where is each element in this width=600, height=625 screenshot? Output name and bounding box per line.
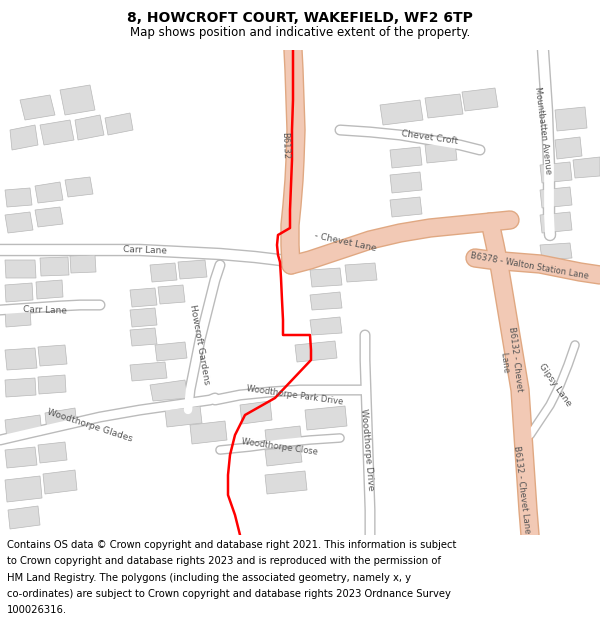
Polygon shape bbox=[165, 406, 202, 427]
Text: Carr Lane: Carr Lane bbox=[23, 305, 67, 315]
Text: Woodthorpe Drive: Woodthorpe Drive bbox=[359, 409, 375, 491]
Polygon shape bbox=[130, 362, 167, 381]
Text: co-ordinates) are subject to Crown copyright and database rights 2023 Ordnance S: co-ordinates) are subject to Crown copyr… bbox=[7, 589, 451, 599]
Polygon shape bbox=[345, 263, 377, 282]
Polygon shape bbox=[5, 212, 33, 233]
Text: B6132 - Chevet
 Lane: B6132 - Chevet Lane bbox=[496, 326, 524, 394]
Polygon shape bbox=[150, 263, 177, 282]
Polygon shape bbox=[38, 442, 67, 463]
Polygon shape bbox=[35, 182, 63, 203]
Text: Map shows position and indicative extent of the property.: Map shows position and indicative extent… bbox=[130, 26, 470, 39]
Text: Contains OS data © Crown copyright and database right 2021. This information is : Contains OS data © Crown copyright and d… bbox=[7, 540, 457, 550]
Polygon shape bbox=[5, 188, 32, 207]
Text: Gipsy Lane: Gipsy Lane bbox=[537, 362, 573, 408]
Text: B6132: B6132 bbox=[280, 131, 290, 159]
Polygon shape bbox=[540, 187, 572, 208]
Polygon shape bbox=[540, 243, 572, 260]
Text: Chevet Croft: Chevet Croft bbox=[401, 129, 459, 146]
Text: Woodthorpe Glades: Woodthorpe Glades bbox=[46, 407, 134, 443]
Text: B6378 - Walton Station Lane: B6378 - Walton Station Lane bbox=[470, 251, 590, 281]
Polygon shape bbox=[573, 157, 600, 178]
Polygon shape bbox=[380, 100, 423, 125]
Text: B6132 - Chevet Lane: B6132 - Chevet Lane bbox=[512, 446, 532, 534]
Polygon shape bbox=[38, 375, 66, 394]
Polygon shape bbox=[462, 88, 498, 111]
Text: Woodthorpe Close: Woodthorpe Close bbox=[241, 438, 319, 457]
Polygon shape bbox=[540, 162, 572, 183]
Polygon shape bbox=[265, 471, 307, 494]
Polygon shape bbox=[555, 137, 582, 159]
Text: Carr Lane: Carr Lane bbox=[123, 245, 167, 255]
Polygon shape bbox=[130, 308, 157, 327]
Polygon shape bbox=[310, 317, 342, 335]
Polygon shape bbox=[425, 94, 463, 118]
Polygon shape bbox=[5, 308, 31, 327]
Polygon shape bbox=[540, 212, 572, 233]
Polygon shape bbox=[305, 406, 347, 430]
Polygon shape bbox=[60, 85, 95, 115]
Polygon shape bbox=[5, 447, 37, 468]
Polygon shape bbox=[38, 345, 67, 366]
Polygon shape bbox=[65, 177, 93, 197]
Text: to Crown copyright and database rights 2023 and is reproduced with the permissio: to Crown copyright and database rights 2… bbox=[7, 556, 441, 566]
Polygon shape bbox=[105, 113, 133, 135]
Polygon shape bbox=[45, 408, 77, 432]
Text: 100026316.: 100026316. bbox=[7, 606, 67, 616]
Polygon shape bbox=[190, 421, 227, 444]
Polygon shape bbox=[43, 470, 77, 494]
Polygon shape bbox=[75, 115, 104, 140]
Polygon shape bbox=[390, 197, 422, 217]
Polygon shape bbox=[265, 446, 302, 466]
Text: HM Land Registry. The polygons (including the associated geometry, namely x, y: HM Land Registry. The polygons (includin… bbox=[7, 572, 411, 582]
Polygon shape bbox=[310, 268, 342, 287]
Polygon shape bbox=[35, 207, 63, 227]
Polygon shape bbox=[390, 172, 422, 193]
Text: Mountbatten Avenue: Mountbatten Avenue bbox=[533, 86, 553, 174]
Polygon shape bbox=[10, 125, 38, 150]
Polygon shape bbox=[20, 95, 55, 120]
Polygon shape bbox=[5, 476, 42, 502]
Polygon shape bbox=[295, 341, 337, 362]
Polygon shape bbox=[5, 283, 33, 302]
Polygon shape bbox=[150, 380, 188, 401]
Polygon shape bbox=[265, 426, 302, 448]
Polygon shape bbox=[158, 285, 185, 304]
Polygon shape bbox=[425, 142, 457, 163]
Polygon shape bbox=[5, 378, 36, 397]
Polygon shape bbox=[5, 415, 42, 440]
Polygon shape bbox=[8, 506, 40, 529]
Polygon shape bbox=[40, 257, 69, 276]
Text: - Chevet Lane: - Chevet Lane bbox=[313, 231, 377, 253]
Polygon shape bbox=[36, 280, 63, 299]
Polygon shape bbox=[310, 292, 342, 310]
Polygon shape bbox=[130, 288, 157, 307]
Polygon shape bbox=[178, 260, 207, 279]
Text: 8, HOWCROFT COURT, WAKEFIELD, WF2 6TP: 8, HOWCROFT COURT, WAKEFIELD, WF2 6TP bbox=[127, 11, 473, 25]
Text: Woodthorpe Park Drive: Woodthorpe Park Drive bbox=[246, 384, 344, 406]
Text: Howcroft Gardens: Howcroft Gardens bbox=[188, 304, 211, 386]
Polygon shape bbox=[40, 120, 74, 145]
Polygon shape bbox=[555, 107, 587, 131]
Polygon shape bbox=[130, 328, 157, 346]
Polygon shape bbox=[390, 147, 422, 168]
Polygon shape bbox=[70, 255, 96, 273]
Polygon shape bbox=[240, 401, 272, 424]
Polygon shape bbox=[155, 342, 187, 361]
Polygon shape bbox=[5, 348, 37, 370]
Polygon shape bbox=[5, 260, 36, 278]
